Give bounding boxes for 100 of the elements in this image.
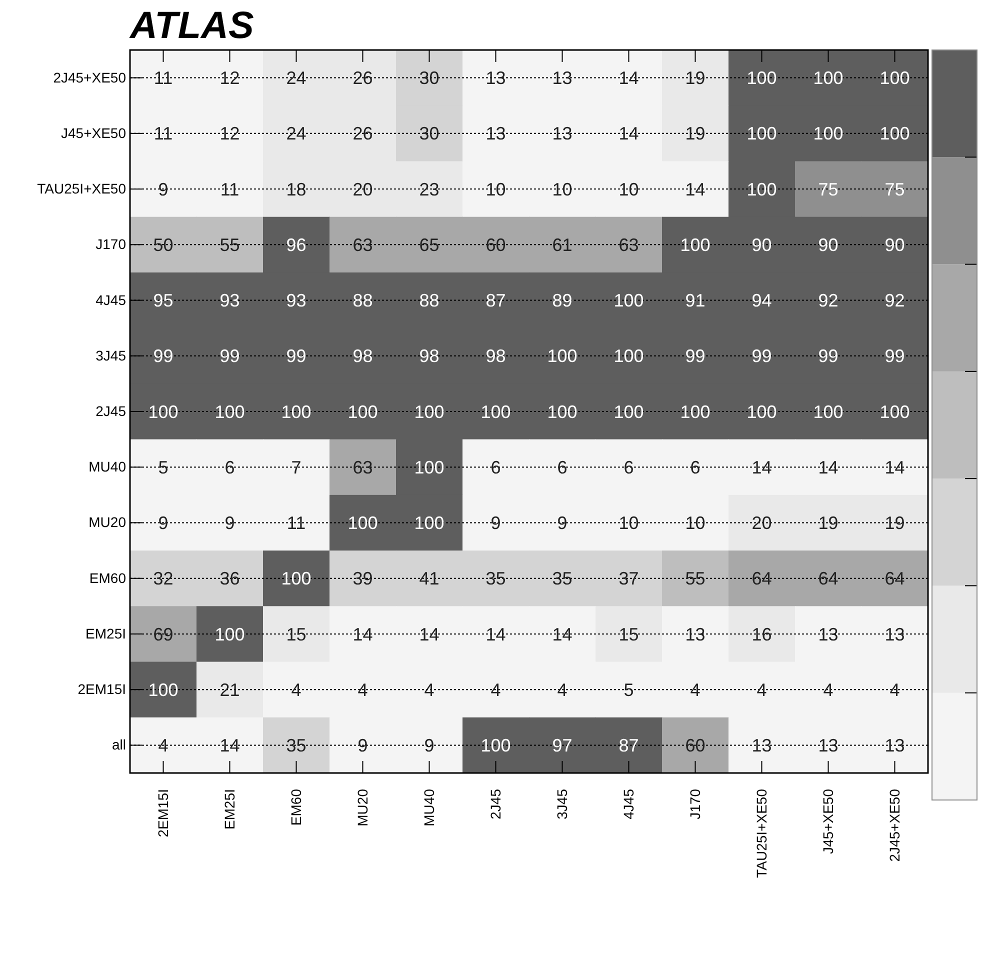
data-label: 35 [486, 568, 506, 589]
data-label: 6 [490, 457, 501, 478]
data-label: 6 [224, 457, 235, 478]
data-label: 69 [153, 624, 174, 644]
y-tick-label: J170 [96, 236, 126, 252]
x-tick-label: 2J45 [488, 788, 504, 820]
data-label: 37 [618, 568, 639, 589]
data-label: 4 [358, 680, 368, 700]
data-label: 63 [352, 234, 373, 255]
data-label: 15 [286, 624, 306, 644]
data-label: 60 [685, 735, 706, 756]
y-tick-label: J45+XE50 [61, 124, 126, 141]
data-label: 99 [220, 346, 240, 366]
y-tick-label: 2J45+XE50 [53, 69, 126, 86]
data-label: 13 [818, 735, 838, 756]
data-label: 50 [153, 234, 174, 255]
data-label: 13 [552, 124, 572, 144]
data-label: 11 [154, 124, 173, 144]
data-label: 87 [486, 290, 506, 311]
data-label: 100 [813, 402, 844, 422]
data-label: 14 [220, 735, 240, 756]
y-tick-label: MU40 [88, 458, 126, 475]
data-label: 16 [752, 624, 772, 644]
data-label: 93 [220, 290, 240, 311]
data-label: 11 [220, 179, 240, 200]
data-label: 12 [220, 124, 240, 144]
data-label: 19 [884, 513, 905, 534]
data-label: 99 [818, 346, 838, 366]
data-label: 65 [419, 234, 440, 255]
data-label: 10 [618, 513, 639, 534]
data-label: 100 [281, 402, 312, 422]
data-label: 30 [419, 68, 440, 88]
data-label: 9 [224, 513, 235, 534]
data-label: 14 [884, 457, 905, 478]
data-label: 100 [813, 68, 844, 88]
data-label: 100 [148, 402, 178, 422]
data-label: 11 [154, 68, 173, 88]
data-label: 60 [486, 234, 506, 255]
data-label: 15 [618, 624, 639, 644]
data-label: 35 [552, 568, 572, 589]
data-label: 88 [352, 290, 373, 311]
data-label: 12 [220, 68, 240, 88]
data-label: 87 [618, 735, 639, 756]
data-label: 13 [884, 624, 905, 644]
data-label: 13 [818, 624, 838, 644]
data-label: 14 [752, 457, 772, 478]
data-label: 95 [153, 290, 174, 311]
data-label: 100 [414, 402, 444, 422]
data-label: 9 [358, 735, 368, 756]
x-tick-label: 2J45+XE50 [886, 788, 903, 862]
data-label: 13 [486, 68, 506, 88]
data-label: 14 [486, 624, 506, 644]
data-label: 6 [624, 457, 634, 478]
data-label: 61 [552, 234, 572, 255]
data-label: 92 [818, 290, 838, 311]
data-label: 63 [618, 234, 639, 255]
data-label: 98 [419, 346, 440, 366]
data-label: 13 [685, 624, 706, 644]
data-label: 10 [685, 513, 706, 534]
x-tick-label: J170 [687, 788, 704, 820]
data-label: 100 [281, 568, 312, 589]
data-label: 23 [419, 179, 440, 200]
data-label: 94 [752, 290, 772, 311]
data-label: 100 [746, 68, 777, 88]
data-label: 100 [214, 624, 245, 644]
data-label: 4 [557, 680, 568, 700]
data-label: 9 [490, 513, 501, 534]
data-label: 14 [618, 124, 639, 144]
data-label: 100 [348, 402, 378, 422]
data-label: 100 [547, 346, 578, 366]
data-label: 100 [148, 680, 178, 700]
y-tick-label: MU20 [88, 514, 126, 530]
data-label: 26 [352, 68, 373, 88]
data-label: 4 [690, 680, 700, 700]
y-tick-label: 4J45 [96, 292, 126, 308]
data-label: 39 [352, 568, 373, 589]
data-label: 32 [153, 568, 174, 589]
data-label: 18 [286, 179, 306, 200]
data-label: 36 [220, 568, 240, 589]
data-label: 64 [818, 568, 838, 589]
x-tick-label: MU20 [354, 788, 371, 826]
data-label: 100 [348, 513, 378, 534]
x-tick-label: TAU25I+XE50 [754, 788, 770, 878]
data-label: 100 [480, 735, 511, 756]
data-label: 99 [153, 346, 174, 366]
data-label: 11 [286, 513, 306, 534]
data-label: 21 [220, 680, 240, 700]
data-label: 100 [880, 124, 910, 144]
data-label: 24 [286, 124, 306, 144]
data-label: 13 [752, 735, 772, 756]
data-label: 92 [884, 290, 905, 311]
data-label: 41 [419, 568, 440, 589]
data-label: 100 [614, 402, 644, 422]
data-label: 100 [480, 402, 511, 422]
data-label: 75 [818, 179, 838, 200]
data-label: 14 [352, 624, 373, 644]
data-label: 100 [680, 402, 710, 422]
data-label: 90 [818, 234, 838, 255]
data-label: 64 [752, 568, 772, 589]
data-label: 96 [286, 234, 306, 255]
